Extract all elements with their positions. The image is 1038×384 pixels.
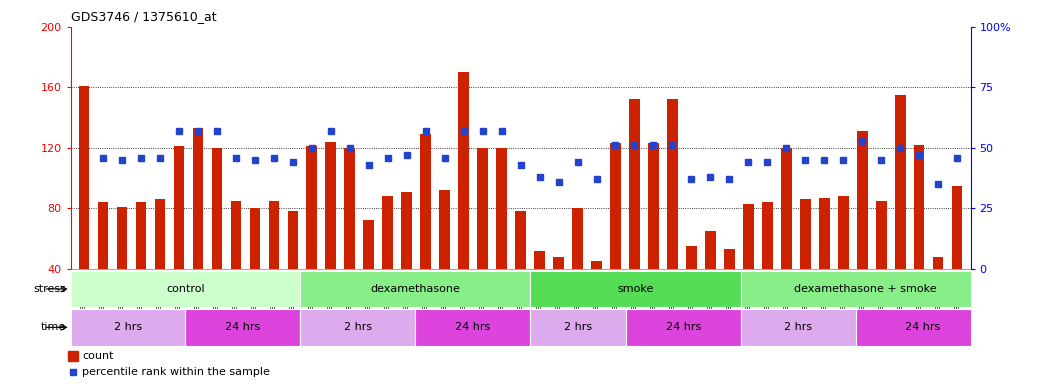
FancyBboxPatch shape	[415, 309, 530, 346]
Bar	[535, 251, 545, 329]
Bar	[895, 95, 905, 329]
Bar	[306, 146, 317, 329]
FancyBboxPatch shape	[300, 271, 530, 307]
FancyBboxPatch shape	[186, 309, 300, 346]
Bar	[649, 143, 659, 329]
Bar	[553, 257, 564, 329]
Bar	[402, 192, 412, 329]
Text: dexamethasone + smoke: dexamethasone + smoke	[794, 284, 936, 294]
Bar	[857, 131, 868, 329]
FancyBboxPatch shape	[741, 309, 855, 346]
FancyBboxPatch shape	[741, 271, 989, 307]
Text: 24 hrs: 24 hrs	[225, 322, 261, 333]
Bar	[116, 207, 127, 329]
Bar	[382, 196, 392, 329]
Bar	[819, 198, 829, 329]
Bar	[212, 148, 222, 329]
Bar	[477, 148, 488, 329]
Bar	[572, 208, 582, 329]
Bar	[800, 199, 811, 329]
FancyBboxPatch shape	[71, 271, 300, 307]
Bar	[459, 72, 469, 329]
Bar	[952, 185, 962, 329]
Text: 24 hrs: 24 hrs	[665, 322, 701, 333]
FancyBboxPatch shape	[530, 309, 626, 346]
FancyBboxPatch shape	[530, 271, 741, 307]
Bar	[933, 257, 944, 329]
Bar	[592, 261, 602, 329]
FancyBboxPatch shape	[71, 309, 186, 346]
Bar	[439, 190, 449, 329]
Bar	[914, 145, 925, 329]
Text: 24 hrs: 24 hrs	[905, 322, 940, 333]
Bar	[193, 128, 203, 329]
Bar	[496, 148, 507, 329]
Text: dexamethasone: dexamethasone	[371, 284, 460, 294]
Text: 2 hrs: 2 hrs	[114, 322, 142, 333]
Bar	[155, 199, 165, 329]
Text: 2 hrs: 2 hrs	[344, 322, 372, 333]
Bar	[230, 201, 241, 329]
Bar	[136, 202, 146, 329]
Bar	[173, 146, 184, 329]
Bar	[610, 143, 621, 329]
Bar	[420, 134, 431, 329]
Bar	[725, 249, 735, 329]
Text: time: time	[40, 322, 66, 333]
FancyBboxPatch shape	[855, 309, 989, 346]
Text: 24 hrs: 24 hrs	[455, 322, 490, 333]
Bar	[515, 211, 526, 329]
Bar	[686, 246, 696, 329]
FancyBboxPatch shape	[300, 309, 415, 346]
FancyBboxPatch shape	[626, 309, 741, 346]
Text: stress: stress	[33, 284, 66, 294]
Bar	[269, 201, 279, 329]
Text: control: control	[166, 284, 204, 294]
Text: GDS3746 / 1375610_at: GDS3746 / 1375610_at	[71, 10, 216, 23]
Text: percentile rank within the sample: percentile rank within the sample	[82, 367, 270, 377]
Bar	[838, 196, 848, 329]
Bar	[79, 86, 89, 329]
Bar	[667, 99, 678, 329]
Bar	[326, 142, 336, 329]
Bar	[876, 201, 886, 329]
Text: 2 hrs: 2 hrs	[564, 322, 592, 333]
Text: count: count	[82, 351, 114, 361]
Text: smoke: smoke	[618, 284, 654, 294]
Bar	[288, 211, 298, 329]
Bar	[705, 231, 715, 329]
Bar	[782, 148, 792, 329]
Bar	[762, 202, 772, 329]
Bar	[629, 99, 639, 329]
Bar	[363, 220, 374, 329]
Bar	[249, 208, 260, 329]
Text: 2 hrs: 2 hrs	[784, 322, 813, 333]
Bar	[743, 204, 754, 329]
Bar	[345, 148, 355, 329]
Bar	[98, 202, 108, 329]
